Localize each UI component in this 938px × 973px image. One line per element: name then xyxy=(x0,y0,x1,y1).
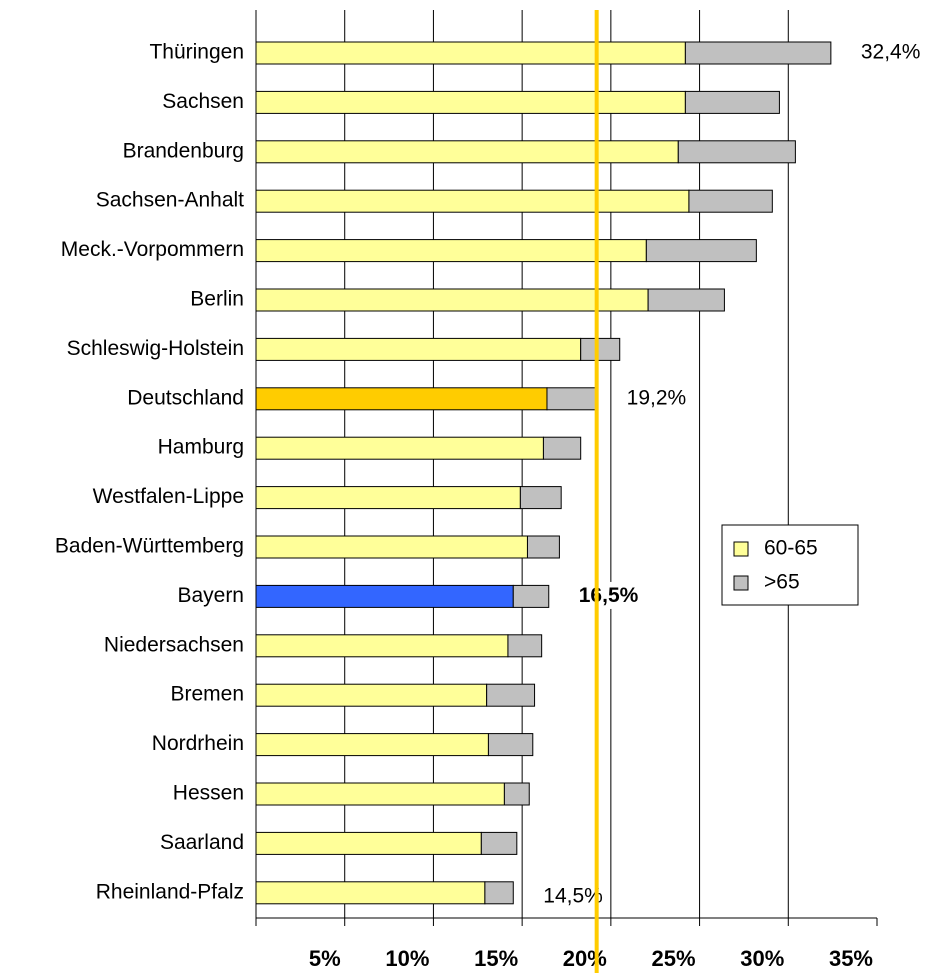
x-tick-label: 30% xyxy=(740,946,784,971)
bar-segment xyxy=(677,140,796,164)
y-tick-label: Saarland xyxy=(160,831,244,854)
bar-segment xyxy=(526,535,560,559)
bar-segment xyxy=(487,733,534,757)
bar-segment xyxy=(255,683,488,707)
bar-segment xyxy=(507,634,543,658)
y-tick-label: Schleswig-Holstein xyxy=(67,337,244,360)
annotation: 14,5% xyxy=(543,884,603,907)
y-tick-label: Niedersachsen xyxy=(104,633,244,656)
y-tick-label: Bremen xyxy=(170,683,244,706)
bar-segment xyxy=(688,189,773,213)
bar-segment xyxy=(255,239,647,263)
y-tick-label: Bayern xyxy=(177,584,244,607)
y-tick-label: Hessen xyxy=(173,782,244,805)
bar-segment xyxy=(519,486,562,510)
bar-segment xyxy=(684,41,832,65)
x-tick-label: 5% xyxy=(309,946,341,971)
x-tick-label: 15% xyxy=(474,946,518,971)
x-tick-label: 10% xyxy=(385,946,429,971)
bar-segment xyxy=(255,140,679,164)
bar-segment xyxy=(255,733,489,757)
y-tick-label: Hamburg xyxy=(158,436,244,459)
bar-segment xyxy=(255,584,514,608)
bar-segment xyxy=(486,683,536,707)
y-tick-label: Sachsen xyxy=(162,90,244,113)
bar-segment xyxy=(512,584,550,608)
annotation-bg xyxy=(846,38,925,66)
bar-segment xyxy=(255,881,486,905)
annotation: 19,2% xyxy=(627,386,687,409)
bar-segment xyxy=(546,387,598,411)
annotation-bg xyxy=(612,384,691,412)
x-tick-label: 25% xyxy=(652,946,696,971)
bar-segment xyxy=(480,831,518,855)
y-tick-label: Deutschland xyxy=(127,386,244,409)
bar-segment xyxy=(645,239,757,263)
y-tick-label: Nordrhein xyxy=(152,732,244,755)
y-tick-label: Westfalen-Lippe xyxy=(93,485,244,508)
bar-segment xyxy=(255,486,521,510)
y-tick-label: Thüringen xyxy=(149,41,244,64)
legend-swatch xyxy=(733,541,749,557)
legend-box xyxy=(721,524,859,606)
bar-segment xyxy=(255,535,528,559)
bar-segment xyxy=(484,881,514,905)
annotation-bg xyxy=(529,882,607,910)
bar-segment xyxy=(255,634,509,658)
bar-segment xyxy=(255,782,505,806)
bar-segment xyxy=(580,337,621,361)
bar-segment xyxy=(255,189,690,213)
bar-segment xyxy=(503,782,530,806)
annotation: 16,5% xyxy=(579,584,639,607)
y-tick-label: Rheinland-Pfalz xyxy=(96,880,244,903)
y-tick-label: Brandenburg xyxy=(123,139,244,162)
annotation-bg xyxy=(564,581,643,609)
annotation: 32,4% xyxy=(861,41,921,64)
bar-segment xyxy=(255,41,686,65)
y-tick-label: Meck.-Vorpommern xyxy=(61,238,244,261)
legend-label: >65 xyxy=(764,571,800,594)
bar-segment xyxy=(647,288,725,312)
x-tick-label: 35% xyxy=(829,946,873,971)
bar-segment xyxy=(255,436,544,460)
x-tick-label: 20% xyxy=(563,946,607,971)
bar-segment xyxy=(255,90,686,114)
legend-label: 60-65 xyxy=(764,537,818,560)
bar-segment xyxy=(255,387,548,411)
bar-segment xyxy=(255,831,482,855)
bar-segment xyxy=(542,436,582,460)
y-tick-label: Baden-Württemberg xyxy=(55,535,244,558)
y-tick-label: Berlin xyxy=(190,288,244,311)
legend-swatch xyxy=(733,575,749,591)
bar-segment xyxy=(255,337,582,361)
y-tick-label: Sachsen-Anhalt xyxy=(96,189,244,212)
bar-segment xyxy=(684,90,780,114)
bar-segment xyxy=(255,288,649,312)
